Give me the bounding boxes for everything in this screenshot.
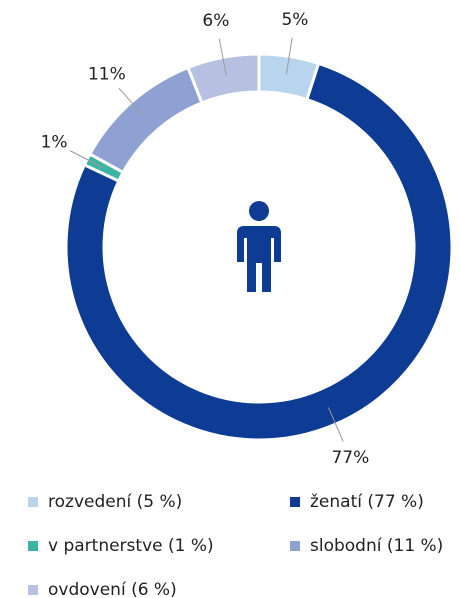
data-label: 1%	[41, 133, 68, 153]
legend-label: rozvedení (5 %)	[48, 492, 182, 512]
legend-label: ovdovení (6 %)	[48, 580, 177, 598]
data-label: 11%	[88, 64, 126, 84]
leader-line	[118, 87, 144, 117]
slice	[186, 52, 261, 105]
legend-label: ženatí (77 %)	[310, 492, 424, 512]
legend-swatch	[28, 585, 38, 595]
data-label: 6%	[202, 11, 229, 31]
leader-line	[218, 38, 227, 76]
leader-line	[328, 407, 344, 442]
legend-label: v partnerstve (1 %)	[48, 536, 214, 556]
leader-line	[69, 150, 104, 168]
slice	[64, 61, 454, 442]
data-label: 5%	[281, 10, 308, 30]
person-icon	[237, 201, 281, 292]
legend-label: slobodní (11 %)	[310, 536, 443, 556]
legend-swatch	[290, 541, 300, 551]
leader-line	[285, 37, 293, 75]
legend-swatch	[28, 541, 38, 551]
legend-swatch	[290, 497, 300, 507]
data-label: 77%	[331, 448, 369, 468]
legend-swatch	[28, 497, 38, 507]
